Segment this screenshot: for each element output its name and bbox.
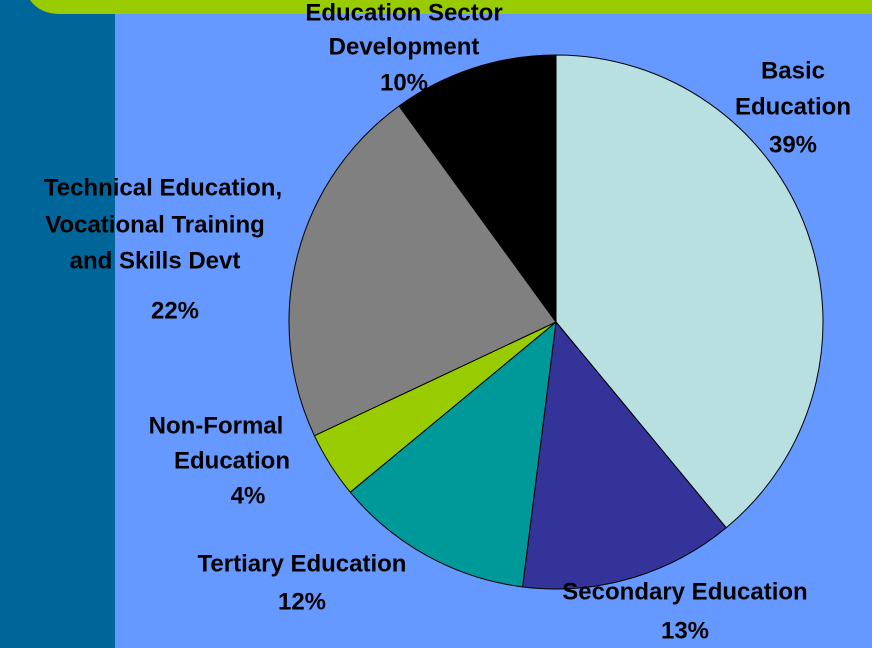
value-label: 13% <box>661 617 709 644</box>
value-label: 12% <box>278 588 326 615</box>
slice-label: Education <box>174 447 290 474</box>
side-band <box>0 0 115 648</box>
pie-slice <box>288 105 557 437</box>
slice-label: and Skills Devt <box>70 247 241 274</box>
pie-slice <box>349 320 557 588</box>
top-band <box>30 0 872 14</box>
slice-label: Education <box>735 93 851 120</box>
slice-label: Vocational Training <box>45 211 265 238</box>
slice-label: Development <box>329 33 480 60</box>
value-label: 39% <box>769 131 817 158</box>
value-label: 22% <box>151 297 199 324</box>
pie <box>288 54 824 590</box>
slice-label: Tertiary Education <box>198 550 407 577</box>
slice-label: Secondary Education <box>562 578 807 605</box>
value-label: 10% <box>380 69 428 96</box>
pie-slice <box>555 54 824 529</box>
labels: Basic Education 39% Secondary Education 13% T… <box>44 0 851 644</box>
value-label: 4% <box>231 482 266 509</box>
pie-slice <box>521 320 727 590</box>
slice-label: Basic <box>761 57 825 84</box>
pie-slice <box>398 54 557 324</box>
slice-label: Technical Education, <box>44 174 282 201</box>
slice-label: Non-Formal <box>149 412 284 439</box>
slice-label: Education Sector <box>305 0 502 26</box>
